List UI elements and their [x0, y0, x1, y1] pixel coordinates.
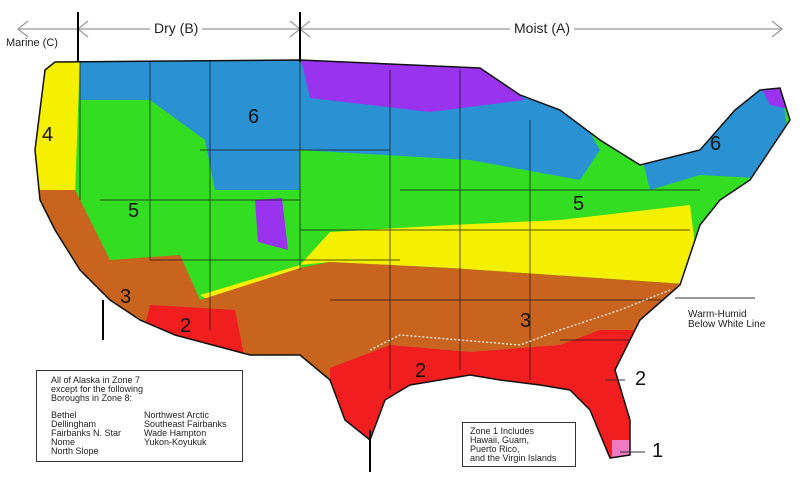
- zone1-note-box: Zone 1 Includes Hawaii, Guam, Puerto Ric…: [462, 422, 576, 467]
- borough-item: Northwest Arctic: [144, 410, 210, 420]
- borough-item: Southeast Fairbanks: [144, 419, 227, 429]
- warm-humid-line1: Warm-Humid: [688, 309, 747, 320]
- zone-label-5-west: 5: [128, 200, 140, 222]
- borough-item: North Slope: [51, 446, 99, 456]
- zone-label-6-north: 6: [248, 106, 260, 128]
- zone-label-1: 1: [652, 440, 664, 462]
- alaska-line2: except for the following: [51, 384, 144, 394]
- warm-humid-line2: Below White Line: [688, 319, 766, 330]
- borough-item: Yukon-Koyukuk: [144, 437, 207, 447]
- dry-label: Dry (B): [150, 20, 203, 36]
- us-outline: [34, 59, 791, 459]
- moist-label: Moist (A): [510, 20, 574, 36]
- zone-7-region-co: [255, 198, 288, 250]
- borough-item: Dellingham: [51, 419, 97, 429]
- borough-item: Fairbanks N. Star: [51, 428, 122, 438]
- zone-1-region: [612, 440, 632, 458]
- zone-label-5-east: 5: [573, 193, 585, 215]
- state-borders: [79, 60, 700, 390]
- marine-label: Marine (C): [6, 37, 58, 49]
- borough-item: Bethel: [51, 410, 77, 420]
- zone-4-region-central: [300, 205, 700, 285]
- alaska-line1: All of Alaska in Zone 7: [51, 375, 141, 385]
- borough-item: Wade Hampton: [144, 428, 207, 438]
- zone-7-region: [300, 60, 525, 112]
- zone1-note-line: Zone 1 Includes: [470, 426, 535, 436]
- zone1-note-line: Puerto Rico,: [470, 444, 520, 454]
- zone-label-2-gulf: 2: [415, 360, 427, 382]
- warm-humid-line: [369, 289, 671, 351]
- alaska-note-box: All of Alaska in Zone 7 except for the f…: [36, 370, 243, 462]
- zone1-note-line: Hawaii, Guam,: [470, 435, 530, 445]
- borough-item: Nome: [51, 437, 76, 447]
- zone-6-region-northeast: [640, 80, 790, 190]
- zone-label-2-sw: 2: [180, 315, 192, 337]
- zone-label-6-ne: 6: [710, 133, 722, 155]
- zone-label-3-south: 3: [520, 310, 532, 332]
- header-arrows: [17, 20, 783, 38]
- warm-humid-note: Warm-Humid Below White Line: [688, 310, 765, 330]
- zone1-note-line: and the Virgin Islands: [470, 453, 557, 463]
- zone-6-region-west: [80, 60, 300, 190]
- zone-label-4-nw: 4: [42, 124, 54, 146]
- alaska-line3: Boroughs in Zone 8:: [51, 393, 133, 403]
- zone-2-region-az: [140, 305, 245, 360]
- zone-label-2-florida: 2: [635, 368, 647, 390]
- zone-label-3-sw: 3: [120, 286, 132, 308]
